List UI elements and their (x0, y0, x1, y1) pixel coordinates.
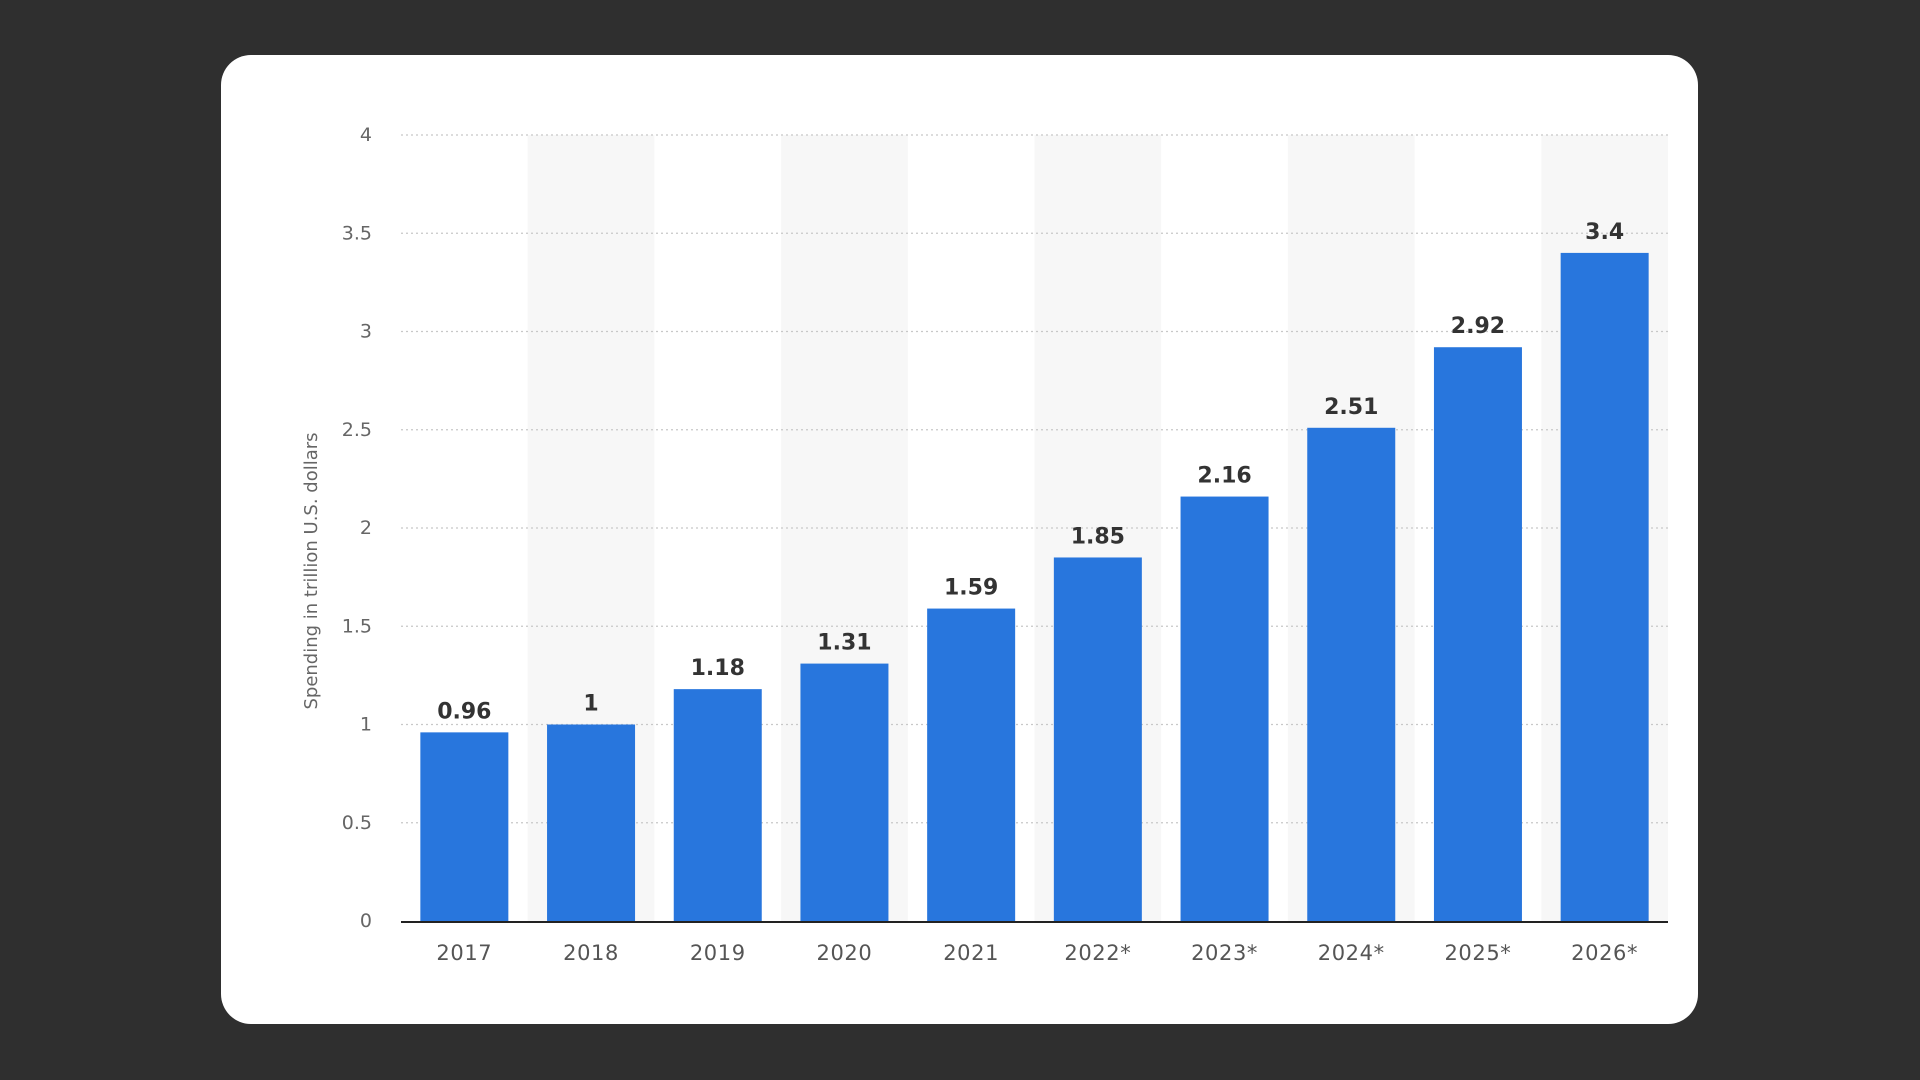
x-category-label: 2023* (1191, 941, 1258, 965)
x-axis-categories: 2017 2018 2019 2020 2021 2022* 2023* 2024* 2025*… (436, 941, 1638, 965)
bar-2022[interactable] (1053, 557, 1142, 921)
x-category-label: 2019 (690, 941, 746, 965)
bar-2024[interactable] (1307, 427, 1396, 921)
value-label: 0.96 (437, 699, 491, 724)
x-category-label: 2022* (1064, 941, 1131, 965)
value-label: 3.4 (1585, 220, 1624, 245)
bar-2018[interactable] (547, 724, 636, 922)
bar-2023[interactable] (1180, 496, 1269, 921)
x-category-label: 2020 (817, 941, 873, 965)
bar-2020[interactable] (800, 663, 889, 921)
y-tick-label: 3.5 (342, 222, 372, 244)
x-category-label: 2021 (943, 941, 999, 965)
value-label: 1.18 (691, 656, 745, 681)
y-tick-label: 2.5 (342, 419, 372, 441)
value-labels: 0.96 1 1.18 1.31 1.59 1.85 2.16 2.51 2.92 3.4 (437, 220, 1624, 724)
y-tick-label: 3 (360, 321, 372, 343)
y-tick-label: 4 (360, 124, 372, 146)
bar-2019[interactable] (673, 689, 762, 921)
value-label: 2.92 (1451, 314, 1505, 339)
x-category-label: 2024* (1318, 941, 1385, 965)
value-label: 1.31 (817, 631, 871, 656)
y-tick-label: 0 (360, 910, 372, 932)
x-category-label: 2017 (436, 941, 492, 965)
value-label: 1 (583, 692, 598, 717)
y-tick-label: 0.5 (342, 812, 372, 834)
bar-2021[interactable] (927, 608, 1016, 921)
y-tick-label: 1.5 (342, 615, 372, 637)
chart-card: 0 0.5 1 1.5 2 2.5 3 3.5 4 0.96 1 1.18 1.31 1.59 1.85 2… (221, 55, 1698, 1024)
bar-2017[interactable] (420, 732, 509, 921)
bar-chart: 0 0.5 1 1.5 2 2.5 3 3.5 4 0.96 1 1.18 1.31 1.59 1.85 2… (301, 124, 1668, 965)
x-category-label: 2026* (1571, 941, 1638, 965)
value-label: 1.59 (944, 576, 998, 601)
y-axis-title: Spending in trillion U.S. dollars (301, 432, 322, 709)
bar-2026[interactable] (1560, 252, 1649, 921)
value-label: 2.16 (1197, 464, 1251, 489)
value-label: 2.51 (1324, 395, 1378, 420)
bar-2025[interactable] (1433, 347, 1522, 922)
value-label: 1.85 (1071, 524, 1125, 549)
y-tick-label: 2 (360, 517, 372, 539)
x-category-label: 2025* (1444, 941, 1511, 965)
x-category-label: 2018 (563, 941, 619, 965)
bars (420, 252, 1649, 922)
y-tick-label: 1 (360, 714, 372, 736)
y-axis-ticks: 0 0.5 1 1.5 2 2.5 3 3.5 4 (342, 124, 372, 932)
